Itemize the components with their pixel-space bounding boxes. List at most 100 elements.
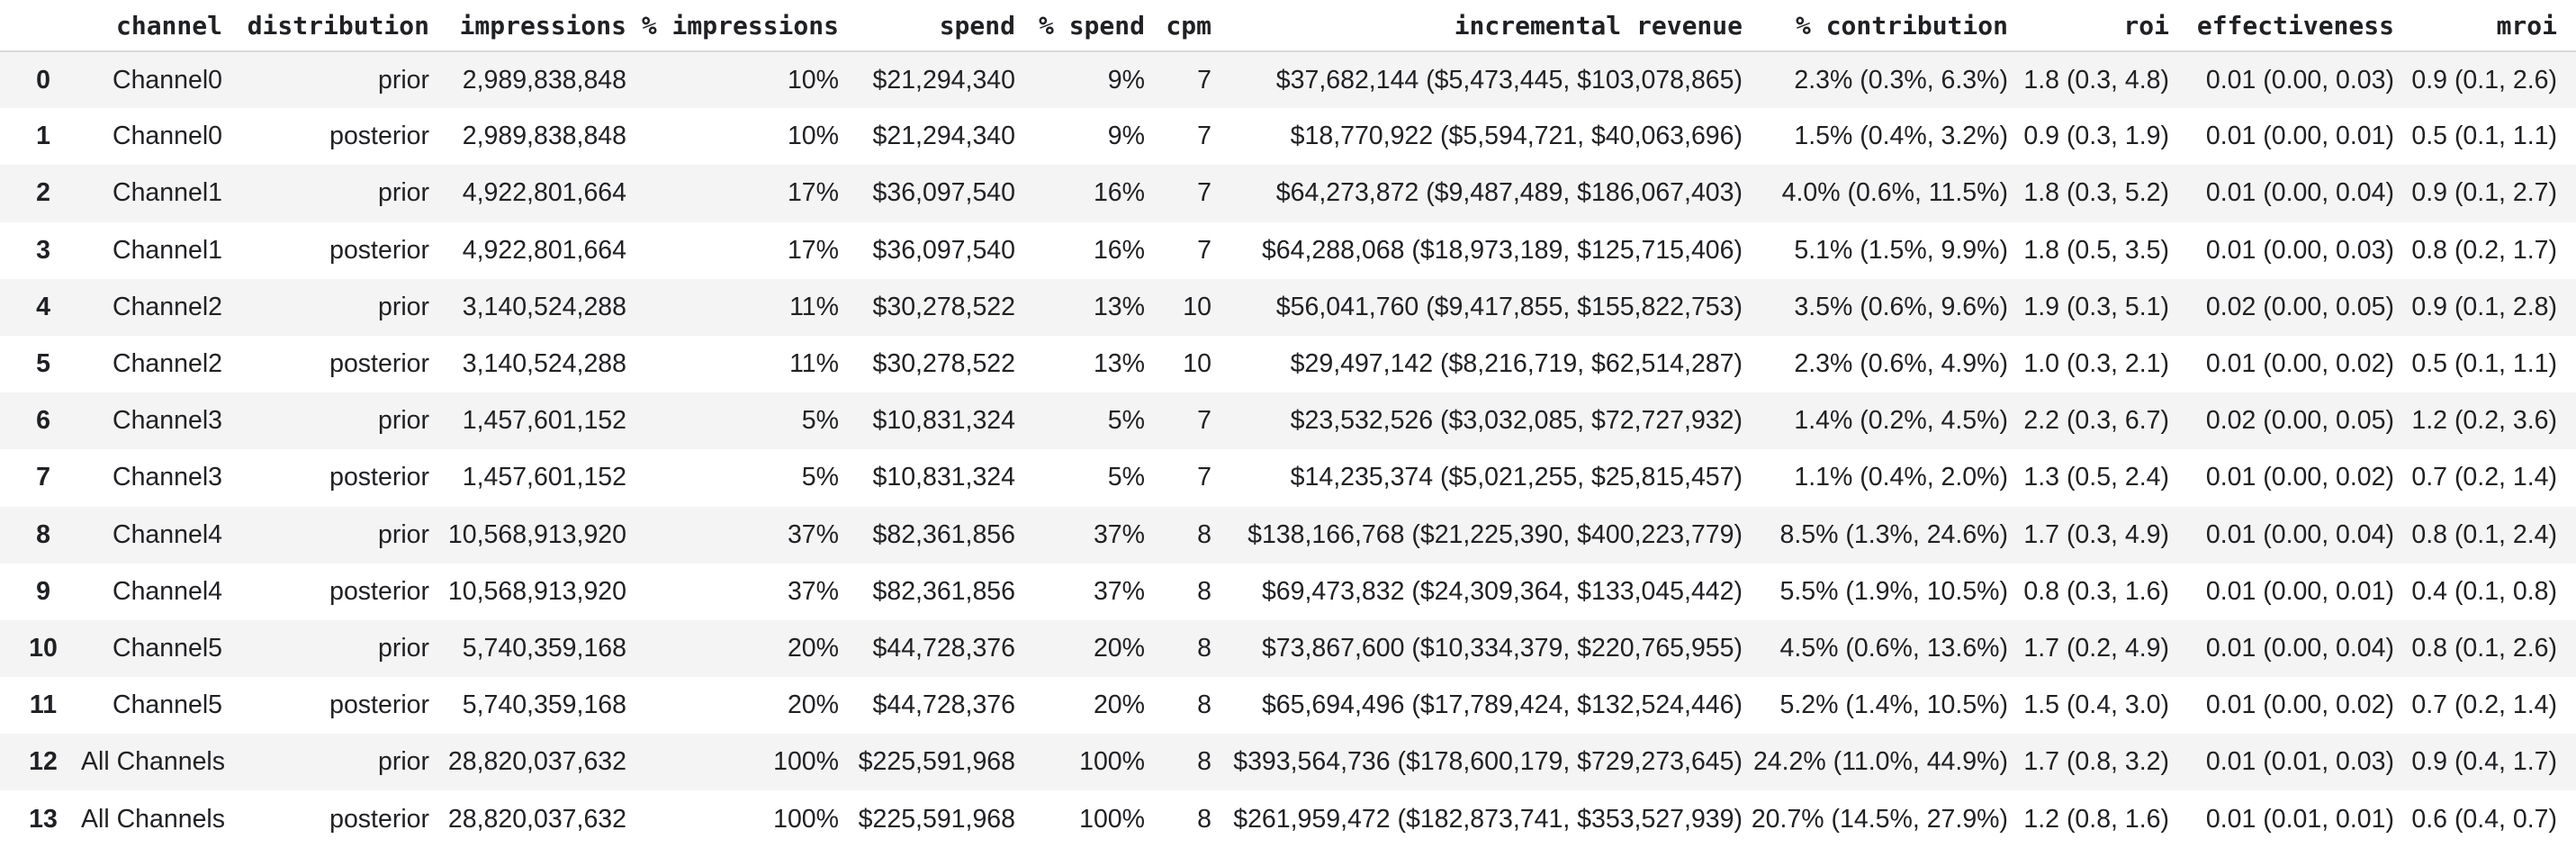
cell-channel: Channel3 <box>112 406 222 436</box>
cell-impressions: 28,820,037,632 <box>447 747 626 777</box>
cell-distribution: prior <box>377 406 429 436</box>
cell-cpm: 8 <box>1197 633 1211 663</box>
cell-pct-spend: 13% <box>1093 349 1145 379</box>
cell-effectiveness: 0.01 (0.00, 0.02) <box>2205 463 2394 492</box>
cell-distribution: prior <box>377 519 429 549</box>
cell-pct-contribution: 2.3% (0.3%, 6.3%) <box>1794 65 2008 95</box>
column-header-pct-impressions: % impressions <box>626 0 839 52</box>
cell-pct-spend: 20% <box>1093 633 1145 663</box>
cell-channel: Channel2 <box>112 349 222 379</box>
row-index: 7 <box>36 463 50 492</box>
cell-pct-spend: 9% <box>1107 122 1145 151</box>
cell-effectiveness: 0.01 (0.00, 0.03) <box>2205 235 2394 265</box>
column-header-impressions: impressions <box>429 0 626 52</box>
cell-mroi: 0.8 (0.2, 1.7) <box>2411 235 2557 265</box>
cell-impressions: 28,820,037,632 <box>447 804 626 834</box>
column-header-incremental-revenue: incremental revenue <box>1211 0 1743 52</box>
cell-impressions: 4,922,801,664 <box>462 235 626 265</box>
cell-spend: $36,097,540 <box>872 235 1016 265</box>
cell-impressions: 4,922,801,664 <box>462 178 626 208</box>
cell-pct-impressions: 100% <box>773 804 839 834</box>
table-row: 10 Channel5 prior 5,740,359,168 20% $44,728,3… <box>0 619 2576 678</box>
cell-roi: 1.8 (0.3, 5.2) <box>2023 178 2169 208</box>
cell-mroi: 0.7 (0.2, 1.4) <box>2411 690 2557 720</box>
cell-pct-impressions: 100% <box>773 747 839 777</box>
cell-pct-impressions: 11% <box>789 349 839 379</box>
cell-spend: $225,591,968 <box>858 747 1015 777</box>
cell-effectiveness: 0.01 (0.01, 0.03) <box>2205 747 2394 777</box>
cell-incremental-revenue: $29,497,142 ($8,216,719, $62,514,287) <box>1290 349 1743 379</box>
cell-effectiveness: 0.01 (0.00, 0.04) <box>2205 178 2394 208</box>
table-row: 4 Channel2 prior 3,140,524,288 11% $30,278,52… <box>0 278 2576 336</box>
cell-spend: $82,361,856 <box>872 519 1016 549</box>
cell-cpm: 7 <box>1197 122 1211 151</box>
cell-incremental-revenue: $18,770,922 ($5,594,721, $40,063,696) <box>1290 122 1743 151</box>
cell-effectiveness: 0.01 (0.00, 0.01) <box>2205 122 2394 151</box>
column-header-channel: channel <box>81 0 222 52</box>
cell-spend: $225,591,968 <box>858 804 1015 834</box>
row-index: 12 <box>29 747 58 777</box>
cell-pct-contribution: 1.1% (0.4%, 2.0%) <box>1794 463 2008 492</box>
cell-distribution: prior <box>377 178 429 208</box>
cell-distribution: posterior <box>329 235 429 265</box>
table-row: 8 Channel4 prior 10,568,913,920 37% $82,361,8… <box>0 506 2576 564</box>
table-row: 1 Channel0 posterior 2,989,838,848 10% $21,29… <box>0 108 2576 165</box>
cell-cpm: 8 <box>1197 519 1211 549</box>
cell-mroi: 0.5 (0.1, 1.1) <box>2411 122 2557 151</box>
row-index: 11 <box>29 690 58 720</box>
cell-roi: 1.8 (0.3, 4.8) <box>2023 65 2169 95</box>
cell-pct-spend: 16% <box>1093 178 1145 208</box>
cell-roi: 0.9 (0.3, 1.9) <box>2023 122 2169 151</box>
cell-incremental-revenue: $138,166,768 ($21,225,390, $400,223,779) <box>1247 519 1743 549</box>
table-row: 5 Channel2 posterior 3,140,524,288 11% $30,27… <box>0 336 2576 392</box>
cell-incremental-revenue: $64,288,068 ($18,973,189, $125,715,406) <box>1261 235 1743 265</box>
cell-cpm: 8 <box>1197 576 1211 606</box>
cell-pct-impressions: 20% <box>787 690 839 720</box>
cell-pct-contribution: 20.7% (14.5%, 27.9%) <box>1751 804 2008 834</box>
column-header-pct-contribution: % contribution <box>1743 0 2008 52</box>
cell-pct-spend: 16% <box>1093 235 1145 265</box>
row-index: 2 <box>36 178 50 208</box>
cell-channel: Channel1 <box>112 235 222 265</box>
cell-effectiveness: 0.02 (0.00, 0.05) <box>2205 406 2394 436</box>
cell-pct-impressions: 37% <box>787 576 839 606</box>
cell-channel: Channel5 <box>112 633 222 663</box>
cell-channel: All Channels <box>81 747 226 777</box>
column-header-cpm: cpm <box>1145 0 1211 52</box>
cell-mroi: 0.7 (0.2, 1.4) <box>2411 463 2557 492</box>
cell-cpm: 10 <box>1183 292 1211 321</box>
table-row: 0 Channel0 prior 2,989,838,848 10% $21,294,34… <box>0 51 2576 109</box>
cell-cpm: 7 <box>1197 406 1211 436</box>
cell-pct-impressions: 5% <box>801 406 839 436</box>
cell-spend: $21,294,340 <box>872 65 1016 95</box>
table-row: 3 Channel1 posterior 4,922,801,664 17% $36,09… <box>0 222 2576 279</box>
cell-roi: 1.5 (0.4, 3.0) <box>2023 690 2169 720</box>
cell-roi: 1.0 (0.3, 2.1) <box>2023 349 2169 379</box>
cell-mroi: 0.9 (0.1, 2.7) <box>2411 178 2557 208</box>
cell-spend: $44,728,376 <box>872 690 1016 720</box>
cell-spend: $44,728,376 <box>872 633 1016 663</box>
cell-effectiveness: 0.01 (0.00, 0.04) <box>2205 519 2394 549</box>
cell-mroi: 0.5 (0.1, 1.1) <box>2411 349 2557 379</box>
cell-pct-impressions: 20% <box>787 633 839 663</box>
cell-pct-spend: 37% <box>1093 576 1145 606</box>
cell-channel: Channel2 <box>112 292 222 321</box>
cell-pct-spend: 5% <box>1107 463 1145 492</box>
cell-distribution: posterior <box>329 463 429 492</box>
cell-cpm: 7 <box>1197 65 1211 95</box>
column-header-distribution: distribution <box>222 0 429 52</box>
cell-channel: Channel4 <box>112 576 222 606</box>
cell-incremental-revenue: $56,041,760 ($9,417,855, $155,822,753) <box>1275 292 1743 321</box>
cell-cpm: 7 <box>1197 235 1211 265</box>
cell-pct-contribution: 2.3% (0.6%, 4.9%) <box>1794 349 2008 379</box>
cell-mroi: 0.6 (0.4, 0.7) <box>2411 804 2557 834</box>
table-row: 13 All Channels posterior 28,820,037,632 100… <box>0 790 2576 847</box>
cell-pct-spend: 37% <box>1093 519 1145 549</box>
table-row: 6 Channel3 prior 1,457,601,152 5% $10,831,324… <box>0 392 2576 450</box>
table-body: 0 Channel0 prior 2,989,838,848 10% $21,294,34… <box>0 51 2576 848</box>
cell-channel: Channel5 <box>112 690 222 720</box>
cell-incremental-revenue: $261,959,472 ($182,873,741, $353,527,939… <box>1233 804 1743 834</box>
cell-impressions: 5,740,359,168 <box>462 633 626 663</box>
cell-roi: 0.8 (0.3, 1.6) <box>2023 576 2169 606</box>
cell-effectiveness: 0.02 (0.00, 0.05) <box>2205 292 2394 321</box>
